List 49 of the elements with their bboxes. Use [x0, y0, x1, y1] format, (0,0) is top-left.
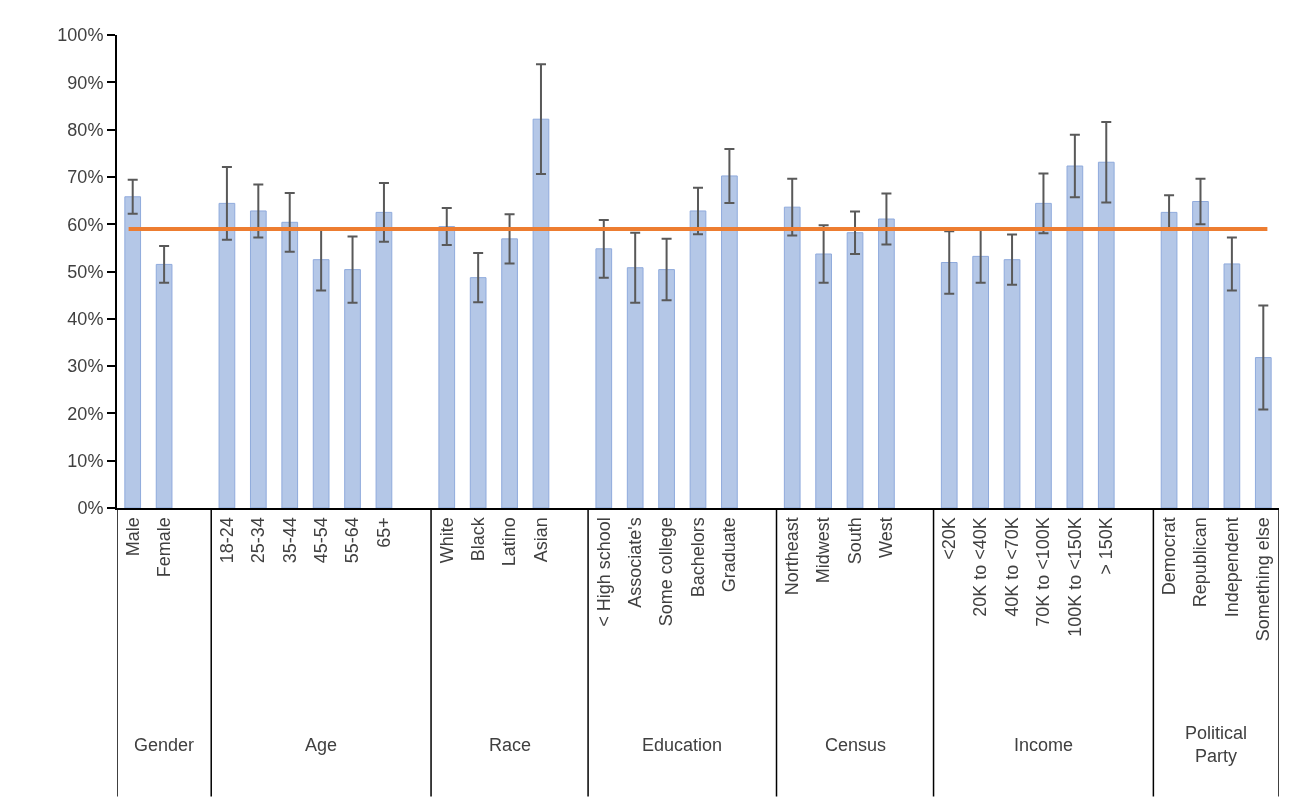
x-tick-label: Male: [122, 517, 143, 557]
x-tick-label: 18-24: [216, 517, 237, 564]
x-tick-label: 55-64: [342, 517, 363, 564]
x-tick-label: Independent: [1221, 517, 1242, 618]
y-tick-label: 60%: [67, 214, 104, 235]
x-tick-label: 45-54: [310, 517, 331, 564]
y-tick-label: 90%: [67, 72, 104, 93]
x-tick-label: Female: [153, 517, 174, 578]
y-tick-label: 20%: [67, 403, 104, 424]
text: Race: [489, 735, 532, 755]
text: Census: [825, 735, 887, 755]
text: Education: [642, 735, 723, 755]
x-tick-label: Something else: [1253, 517, 1274, 642]
x-tick-label: < High school: [593, 517, 614, 627]
x-tick-label: South: [844, 517, 865, 565]
x-tick-label: <20K: [939, 517, 960, 560]
y-tick-label: 0%: [77, 498, 104, 519]
x-tick-label: 40K to <70K: [1001, 517, 1022, 617]
x-tick-label: 35-44: [279, 517, 300, 564]
y-tick-label: 50%: [67, 261, 104, 282]
x-tick-label: 65+: [373, 517, 394, 548]
x-tick-label: West: [876, 517, 897, 558]
x-tick-label: 70K to <100K: [1033, 517, 1054, 627]
x-tick-label: 100K to <150K: [1064, 517, 1085, 637]
text: Income: [1014, 735, 1074, 755]
y-tick-label: 80%: [67, 119, 104, 140]
x-tick-label: Associate's: [625, 517, 646, 608]
x-tick-label: Republican: [1190, 517, 1211, 608]
x-tick-label: Midwest: [813, 517, 834, 584]
x-tick-label: Black: [468, 516, 489, 562]
text: Age: [305, 735, 338, 755]
y-tick-label: 100%: [57, 25, 104, 46]
x-tick-label: Northeast: [782, 517, 803, 596]
x-tick-label: Democrat: [1158, 517, 1179, 596]
y-tick-label: 10%: [67, 451, 104, 471]
text: Gender: [134, 735, 195, 755]
y-tick-label: 30%: [67, 356, 104, 377]
y-tick-label: 70%: [67, 167, 104, 188]
x-tick-label: 25-34: [248, 517, 269, 564]
x-tick-label: Bachelors: [687, 517, 708, 598]
x-tick-label: Some college: [656, 517, 677, 627]
x-tick-label: Graduate: [719, 517, 740, 593]
x-tick-label: > 150K: [1096, 517, 1117, 575]
x-tick-label: Asian: [530, 517, 551, 563]
x-tick-label: Latino: [499, 517, 520, 567]
x-tick-label: White: [436, 517, 457, 564]
text: Political Party: [1185, 723, 1248, 767]
x-tick-label: 20K to <40K: [970, 517, 991, 617]
y-tick-label: 40%: [67, 309, 104, 330]
